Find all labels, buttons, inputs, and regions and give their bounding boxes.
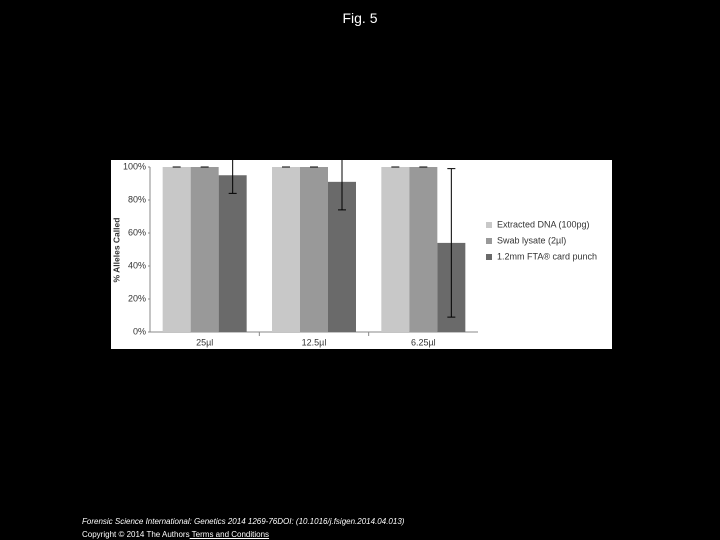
- x-tick-label: 6.25µl: [411, 337, 436, 347]
- y-tick-label: 20%: [128, 293, 146, 303]
- terms-link[interactable]: Terms and Conditions: [189, 530, 270, 539]
- y-tick-label: 60%: [128, 227, 146, 237]
- y-tick-label: 100%: [123, 161, 146, 171]
- y-axis-label: % Alleles Called: [111, 218, 121, 283]
- y-tick-label: 40%: [128, 260, 146, 270]
- error-bar: [228, 156, 237, 194]
- slide-title: Fig. 5: [342, 10, 378, 26]
- bar: [300, 167, 328, 332]
- legend-swatch: [486, 222, 492, 228]
- legend-swatch: [486, 254, 492, 260]
- x-tick-label: 12.5µl: [302, 337, 327, 347]
- bar: [162, 167, 191, 332]
- bar: [218, 175, 247, 332]
- citation: Forensic Science International: Genetics…: [82, 517, 405, 526]
- bar: [409, 167, 438, 332]
- legend-label: Swab lysate (2µl): [497, 235, 566, 245]
- error-bar: [338, 153, 346, 211]
- legend-swatch: [486, 238, 492, 244]
- y-tick-label: 80%: [128, 194, 146, 204]
- footer: Forensic Science International: Genetics…: [82, 515, 404, 540]
- bar: [272, 167, 300, 332]
- bar: [381, 167, 410, 332]
- bar: [190, 167, 219, 332]
- copyright: Copyright © 2014 The Authors: [82, 530, 190, 539]
- y-tick-label: 0%: [133, 326, 146, 336]
- legend-label: 1.2mm FTA® card punch: [497, 251, 597, 261]
- x-tick-label: 25µl: [196, 337, 213, 347]
- legend-label: Extracted DNA (100pg): [497, 219, 590, 229]
- error-bar: [447, 168, 456, 318]
